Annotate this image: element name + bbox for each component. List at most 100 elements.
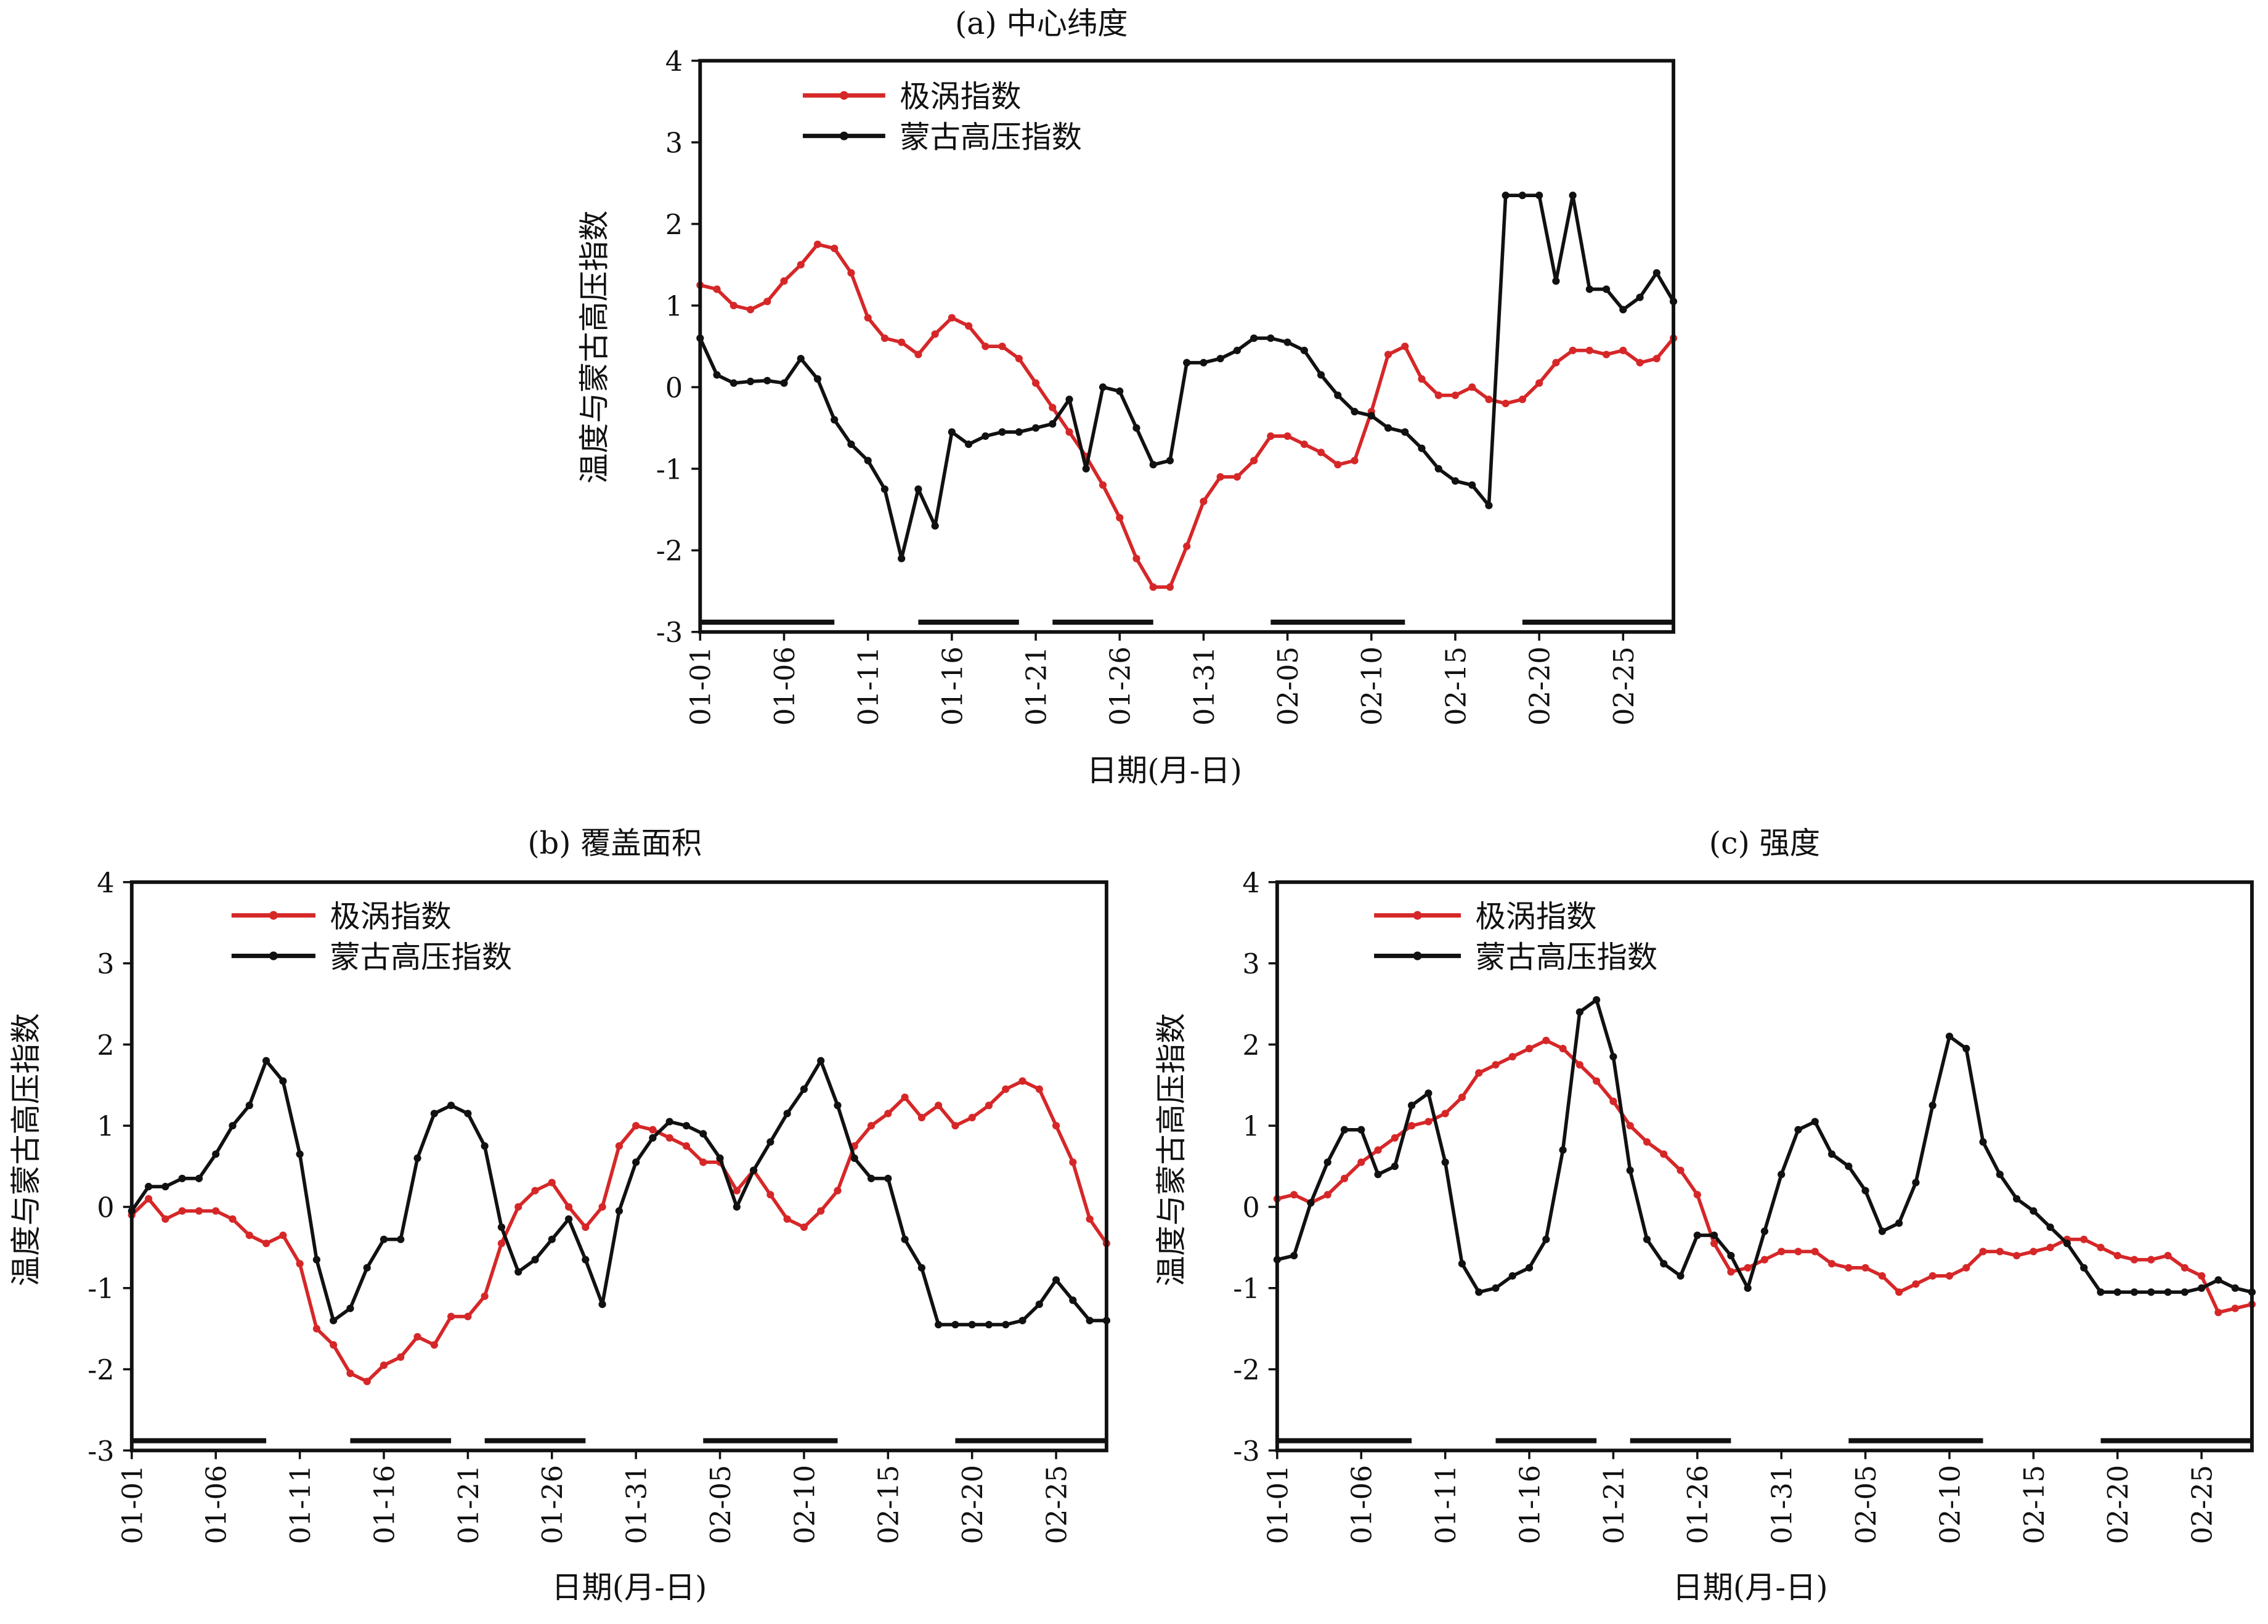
data-point — [1323, 1158, 1331, 1166]
data-point — [2097, 1243, 2105, 1251]
data-point — [931, 330, 939, 338]
y-tick-label: 1 — [665, 290, 683, 322]
data-point — [730, 301, 738, 310]
data-point — [380, 1235, 388, 1243]
data-point — [1250, 334, 1258, 343]
data-point — [1492, 1284, 1500, 1292]
data-point — [1031, 424, 1040, 432]
data-point — [665, 1118, 673, 1126]
data-point — [968, 1113, 976, 1122]
data-point — [797, 261, 805, 269]
data-point — [1267, 432, 1275, 440]
data-point — [864, 457, 872, 465]
data-point — [312, 1256, 320, 1264]
data-point — [2046, 1223, 2054, 1232]
data-point — [1861, 1187, 1869, 1195]
data-point — [1384, 351, 1392, 359]
data-point — [1845, 1264, 1853, 1272]
data-point — [1300, 441, 1308, 449]
data-point — [1929, 1272, 1937, 1280]
data-point — [780, 379, 788, 387]
data-point — [145, 1195, 153, 1203]
data-point — [245, 1231, 253, 1240]
data-point — [615, 1142, 623, 1150]
data-point — [2080, 1235, 2088, 1243]
data-point — [831, 416, 839, 424]
data-point — [564, 1203, 573, 1211]
data-point — [985, 1102, 993, 1110]
data-point — [564, 1215, 573, 1223]
y-tick-label: 3 — [97, 948, 114, 980]
data-point — [1593, 1077, 1601, 1085]
data-point — [1425, 1118, 1433, 1126]
data-point — [1401, 428, 1409, 436]
data-point — [2198, 1284, 2206, 1292]
data-point — [1340, 1126, 1349, 1134]
data-point — [968, 1320, 976, 1329]
data-point — [817, 1057, 825, 1065]
data-point — [1475, 1069, 1483, 1077]
x-tick-label: 01-21 — [1598, 1465, 1630, 1545]
data-point — [766, 1191, 774, 1199]
data-point — [1542, 1036, 1550, 1044]
x-tick-label: 02-20 — [957, 1465, 989, 1545]
data-point — [1082, 465, 1090, 473]
y-tick-label: -3 — [656, 617, 683, 649]
x-tick-label: 01-31 — [1189, 646, 1221, 726]
data-point — [746, 378, 755, 386]
data-point — [1065, 428, 1073, 436]
data-point — [1069, 1296, 1077, 1304]
data-point — [649, 1126, 657, 1134]
data-point — [2164, 1288, 2172, 1296]
data-point — [447, 1312, 455, 1320]
x-axis-label: 日期(月-日) — [1672, 1570, 1827, 1606]
data-point — [1166, 457, 1174, 465]
legend-marker — [1413, 951, 1422, 960]
data-point — [665, 1134, 673, 1142]
data-point — [1485, 501, 1493, 510]
data-point — [312, 1325, 320, 1333]
data-point — [464, 1312, 472, 1320]
data-point — [1166, 583, 1174, 591]
data-point — [733, 1187, 741, 1195]
data-point — [1502, 399, 1510, 407]
data-point — [1116, 387, 1124, 396]
data-point — [1710, 1231, 1718, 1240]
x-tick-label: 01-11 — [853, 646, 885, 726]
data-point — [1845, 1162, 1853, 1171]
data-point — [279, 1077, 287, 1085]
data-point — [1468, 383, 1476, 391]
data-point — [296, 1150, 304, 1158]
data-point — [998, 428, 1006, 436]
data-point — [1485, 396, 1493, 404]
data-point — [1374, 1146, 1382, 1154]
data-point — [682, 1142, 691, 1150]
data-point — [682, 1122, 691, 1130]
data-point — [2030, 1207, 2038, 1215]
y-tick-label: 2 — [1242, 1029, 1259, 1062]
data-point — [1518, 192, 1527, 200]
data-point — [1693, 1231, 1701, 1240]
data-point — [951, 1320, 959, 1329]
chart-title: (a) 中心纬度 — [955, 6, 1128, 41]
data-point — [800, 1085, 808, 1093]
data-point — [864, 314, 872, 322]
data-point — [1099, 481, 1107, 489]
x-tick-label: 01-01 — [116, 1465, 148, 1545]
data-point — [867, 1122, 876, 1130]
data-point — [964, 441, 973, 449]
series-line-mongolian-high — [698, 193, 1675, 561]
data-point — [2181, 1288, 2189, 1296]
data-point — [982, 432, 990, 440]
data-point — [2214, 1309, 2222, 1317]
data-point — [1569, 346, 1577, 354]
data-point — [548, 1179, 556, 1187]
data-point — [1018, 1077, 1026, 1085]
data-point — [884, 1110, 892, 1118]
data-point — [1602, 351, 1611, 359]
data-point — [1502, 192, 1510, 200]
data-point — [1418, 375, 1426, 383]
data-point — [1652, 354, 1660, 363]
data-point — [1895, 1219, 1903, 1227]
